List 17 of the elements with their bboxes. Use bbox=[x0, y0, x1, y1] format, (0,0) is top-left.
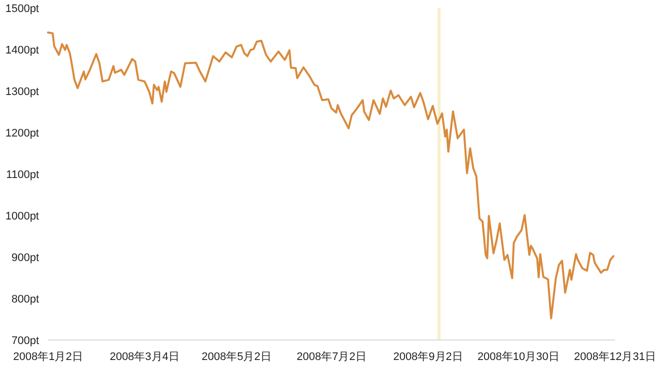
y-tick-label: 1500pt bbox=[5, 3, 39, 15]
y-tick-label: 1400pt bbox=[5, 44, 39, 56]
y-tick-label: 900pt bbox=[11, 252, 39, 264]
x-tick-label: 2008年9月2日 bbox=[393, 351, 463, 363]
x-tick-label: 2008年10月30日 bbox=[477, 351, 560, 363]
x-tick-label: 2008年7月2日 bbox=[296, 351, 366, 363]
line-series bbox=[47, 31, 614, 320]
x-tick-label: 2008年1月2日 bbox=[13, 351, 83, 363]
y-tick-label: 1200pt bbox=[5, 128, 39, 140]
y-tick-label: 1000pt bbox=[5, 210, 39, 222]
x-tick-label: 2008年3月4日 bbox=[110, 351, 180, 363]
y-tick-label: 800pt bbox=[11, 294, 39, 306]
y-tick-label: 700pt bbox=[11, 335, 39, 347]
y-tick-label: 1300pt bbox=[5, 86, 39, 98]
x-tick-label: 2008年5月2日 bbox=[202, 351, 272, 363]
y-tick-label: 1100pt bbox=[6, 169, 39, 181]
x-tick-label: 2008年12月31日 bbox=[574, 351, 656, 363]
